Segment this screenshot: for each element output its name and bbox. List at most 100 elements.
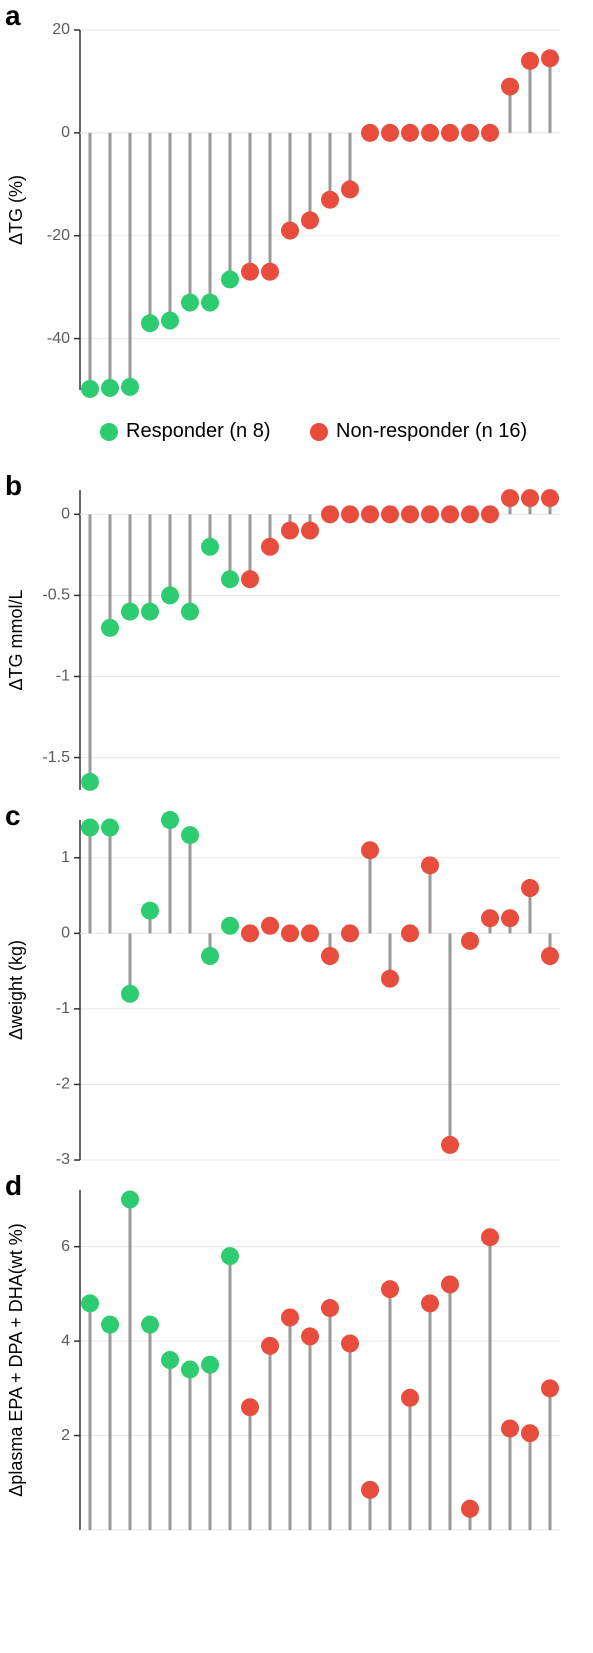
point-c-15 (381, 970, 399, 988)
svg-text:-1.5: -1.5 (42, 749, 70, 766)
svg-text:20: 20 (52, 21, 70, 38)
point-c-10 (281, 924, 299, 942)
point-c-3 (141, 902, 159, 920)
svg-text:2: 2 (61, 1427, 70, 1444)
svg-text:4: 4 (61, 1332, 70, 1349)
point-a-5 (181, 294, 199, 312)
point-c-8 (241, 924, 259, 942)
chart-d: 2 4 6 Δplasma EPA + DPA + DHA(wt %) (0, 1170, 593, 1540)
point-c-9 (261, 917, 279, 935)
point-c-18 (441, 1136, 459, 1154)
point-b-17 (421, 505, 439, 523)
point-d-6 (201, 1356, 219, 1374)
chart-a: -40-20020ΔTG (%) (0, 0, 593, 400)
point-d-2 (121, 1190, 139, 1208)
point-b-6 (201, 538, 219, 556)
panel-a: a-40-20020ΔTG (%) (0, 0, 593, 400)
panel-label-b: b (5, 470, 22, 502)
point-a-21 (501, 78, 519, 96)
point-a-0 (81, 380, 99, 398)
point-b-15 (381, 505, 399, 523)
point-a-10 (281, 222, 299, 240)
point-b-5 (181, 603, 199, 621)
point-a-6 (201, 294, 219, 312)
point-c-23 (541, 947, 559, 965)
point-b-10 (281, 522, 299, 540)
point-c-20 (481, 909, 499, 927)
point-d-18 (441, 1275, 459, 1293)
point-d-8 (241, 1398, 259, 1416)
legend-dot-responder (100, 423, 118, 441)
point-a-18 (441, 124, 459, 142)
legend-label-nonresponder: Non-responder (n 16) (336, 420, 527, 443)
point-b-14 (361, 505, 379, 523)
point-d-13 (341, 1334, 359, 1352)
point-d-10 (281, 1309, 299, 1327)
svg-text:-20: -20 (47, 227, 70, 244)
svg-text:-1: -1 (56, 1000, 70, 1017)
point-d-5 (181, 1360, 199, 1378)
svg-text:1: 1 (61, 849, 70, 866)
point-b-7 (221, 570, 239, 588)
point-a-13 (341, 180, 359, 198)
point-b-1 (101, 619, 119, 637)
point-c-14 (361, 841, 379, 859)
point-d-22 (521, 1424, 539, 1442)
point-c-17 (421, 856, 439, 874)
svg-text:-1: -1 (56, 668, 70, 685)
panel-label-d: d (5, 1170, 22, 1202)
point-b-9 (261, 538, 279, 556)
svg-text:ΔTG mmol/L: ΔTG mmol/L (6, 589, 26, 690)
point-b-21 (501, 489, 519, 507)
point-a-12 (321, 191, 339, 209)
point-a-7 (221, 270, 239, 288)
chart-b: -1.5-1-0.50ΔTG mmol/L (0, 470, 593, 800)
point-a-22 (521, 52, 539, 70)
point-d-12 (321, 1299, 339, 1317)
point-b-20 (481, 505, 499, 523)
panel-label-c: c (5, 800, 21, 832)
point-a-2 (121, 378, 139, 396)
point-c-2 (121, 985, 139, 1003)
point-a-9 (261, 263, 279, 281)
point-c-6 (201, 947, 219, 965)
point-d-17 (421, 1294, 439, 1312)
point-b-11 (301, 522, 319, 540)
point-c-7 (221, 917, 239, 935)
point-c-4 (161, 811, 179, 829)
point-a-14 (361, 124, 379, 142)
point-d-21 (501, 1419, 519, 1437)
point-d-3 (141, 1316, 159, 1334)
point-d-20 (481, 1228, 499, 1246)
svg-text:0: 0 (61, 124, 70, 141)
point-b-16 (401, 505, 419, 523)
chart-c: -3-2-101Δweight (kg) (0, 800, 593, 1170)
point-b-8 (241, 570, 259, 588)
point-b-4 (161, 586, 179, 604)
point-c-12 (321, 947, 339, 965)
point-b-18 (441, 505, 459, 523)
point-c-19 (461, 932, 479, 950)
svg-text:6: 6 (61, 1238, 70, 1255)
point-b-19 (461, 505, 479, 523)
point-b-2 (121, 603, 139, 621)
point-b-23 (541, 489, 559, 507)
point-c-0 (81, 819, 99, 837)
point-c-13 (341, 924, 359, 942)
point-a-8 (241, 263, 259, 281)
legend-label-responder: Responder (n 8) (126, 420, 271, 443)
point-a-16 (401, 124, 419, 142)
point-b-3 (141, 603, 159, 621)
svg-text:-3: -3 (56, 1151, 70, 1168)
point-d-11 (301, 1327, 319, 1345)
point-d-19 (461, 1500, 479, 1518)
point-d-14 (361, 1481, 379, 1499)
svg-text:Δplasma EPA + DPA + DHA(wt %): Δplasma EPA + DPA + DHA(wt %) (6, 1223, 26, 1496)
point-b-12 (321, 505, 339, 523)
point-a-4 (161, 312, 179, 330)
point-a-17 (421, 124, 439, 142)
point-a-20 (481, 124, 499, 142)
panel-d: d 2 4 6 Δplasma EPA + DPA + DHA(wt %) (0, 1170, 593, 1540)
point-b-22 (521, 489, 539, 507)
point-d-0 (81, 1294, 99, 1312)
